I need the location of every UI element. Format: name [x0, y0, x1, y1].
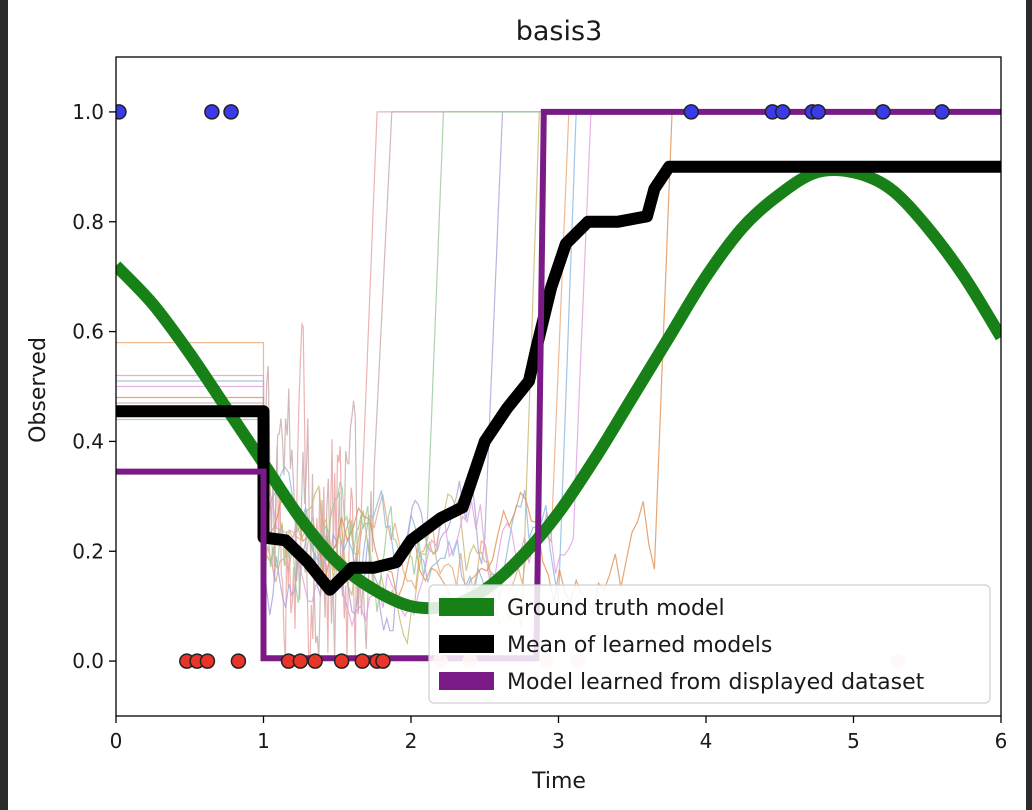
y-tick-label: 0.4 [72, 429, 104, 453]
y-axis-title: Observed [26, 337, 51, 443]
y-tick-label: 0.0 [72, 649, 104, 673]
y-tick-label: 0.2 [72, 539, 104, 563]
legend-box [428, 584, 991, 704]
x-tick-label: 4 [700, 729, 713, 753]
legend: Ground truth model Mean of learned models… [428, 584, 991, 704]
x-tick-label: 3 [552, 729, 565, 753]
x-tick-label: 0 [110, 729, 123, 753]
mean-learned-line [116, 160, 1001, 596]
y-tick-label: 1.0 [72, 100, 104, 124]
observation-zero-point [230, 653, 247, 669]
observation-zero-point [375, 653, 391, 669]
observation-one-point [810, 104, 826, 120]
learned-model-line [116, 108, 1001, 662]
observation-one-point [116, 104, 127, 120]
x-axis-title: Time [531, 769, 586, 794]
x-tick-label: 2 [405, 729, 418, 753]
observation-zero-point [307, 653, 323, 669]
observation-zero-point [292, 653, 309, 669]
legend-label: Mean of learned models [507, 633, 772, 658]
observation-zero-point [199, 653, 216, 669]
legend-swatch [439, 635, 494, 653]
chart-title: basis3 [516, 16, 603, 47]
observation-one-point [774, 104, 791, 120]
legend-swatch [439, 598, 494, 616]
x-tick-label: 6 [995, 729, 1008, 753]
observation-one-point [875, 104, 891, 120]
y-axis: 0.0 0.2 0.4 0.6 0.8 1.0 [72, 100, 116, 673]
plot-inner [116, 104, 1001, 669]
legend-label: Ground truth model [507, 596, 725, 621]
chart-figure: basis3 0 1 2 3 4 5 6 0.0 0.2 0.4 0.6 0.8 1.0 Time O… [8, 0, 1026, 810]
observation-one-point [683, 104, 699, 120]
observation-zero-point [354, 653, 371, 669]
ground-truth-line [116, 163, 1001, 615]
legend-label: Model learned from displayed dataset [507, 670, 925, 695]
background-model-line [116, 111, 1001, 659]
x-axis: 0 1 2 3 4 5 6 [110, 716, 1008, 753]
observation-zero-point [333, 653, 350, 669]
y-tick-label: 0.8 [72, 210, 104, 234]
observation-one-point [934, 104, 950, 120]
observation-one-point [223, 104, 239, 120]
legend-swatch [439, 672, 494, 690]
observation-one-point [204, 104, 220, 120]
y-tick-label: 0.6 [72, 320, 104, 344]
x-tick-label: 5 [847, 729, 860, 753]
chart-svg: basis3 0 1 2 3 4 5 6 0.0 0.2 0.4 0.6 0.8 1.0 Time O… [26, 16, 1008, 794]
x-tick-label: 1 [257, 729, 270, 753]
